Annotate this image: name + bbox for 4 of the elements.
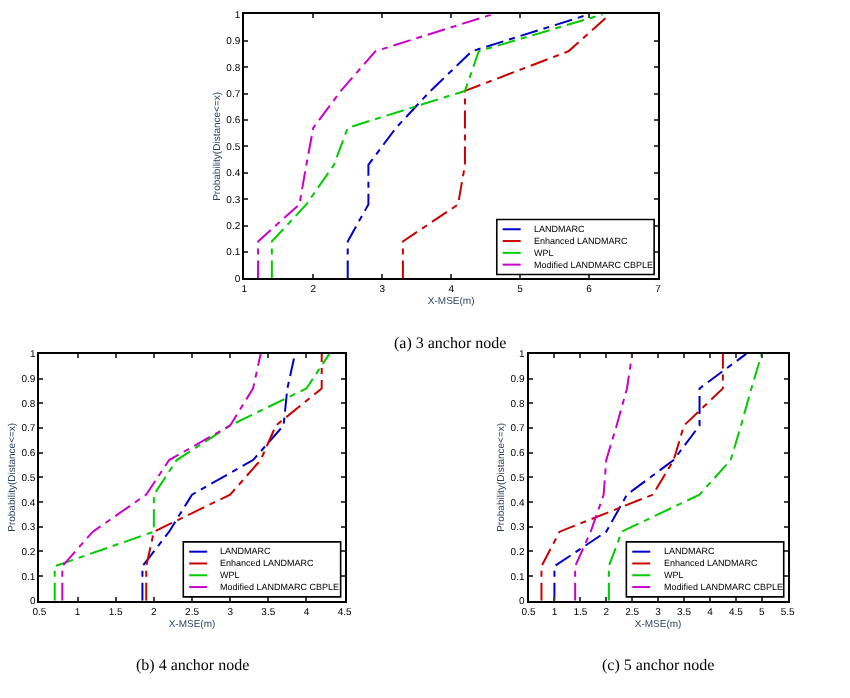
text: (a) 3 anchor node — [394, 334, 508, 352]
text: (c) 5 anchor node — [602, 656, 716, 674]
line-series — [257, 14, 494, 279]
text: (b) 4 anchor node — [136, 656, 251, 674]
